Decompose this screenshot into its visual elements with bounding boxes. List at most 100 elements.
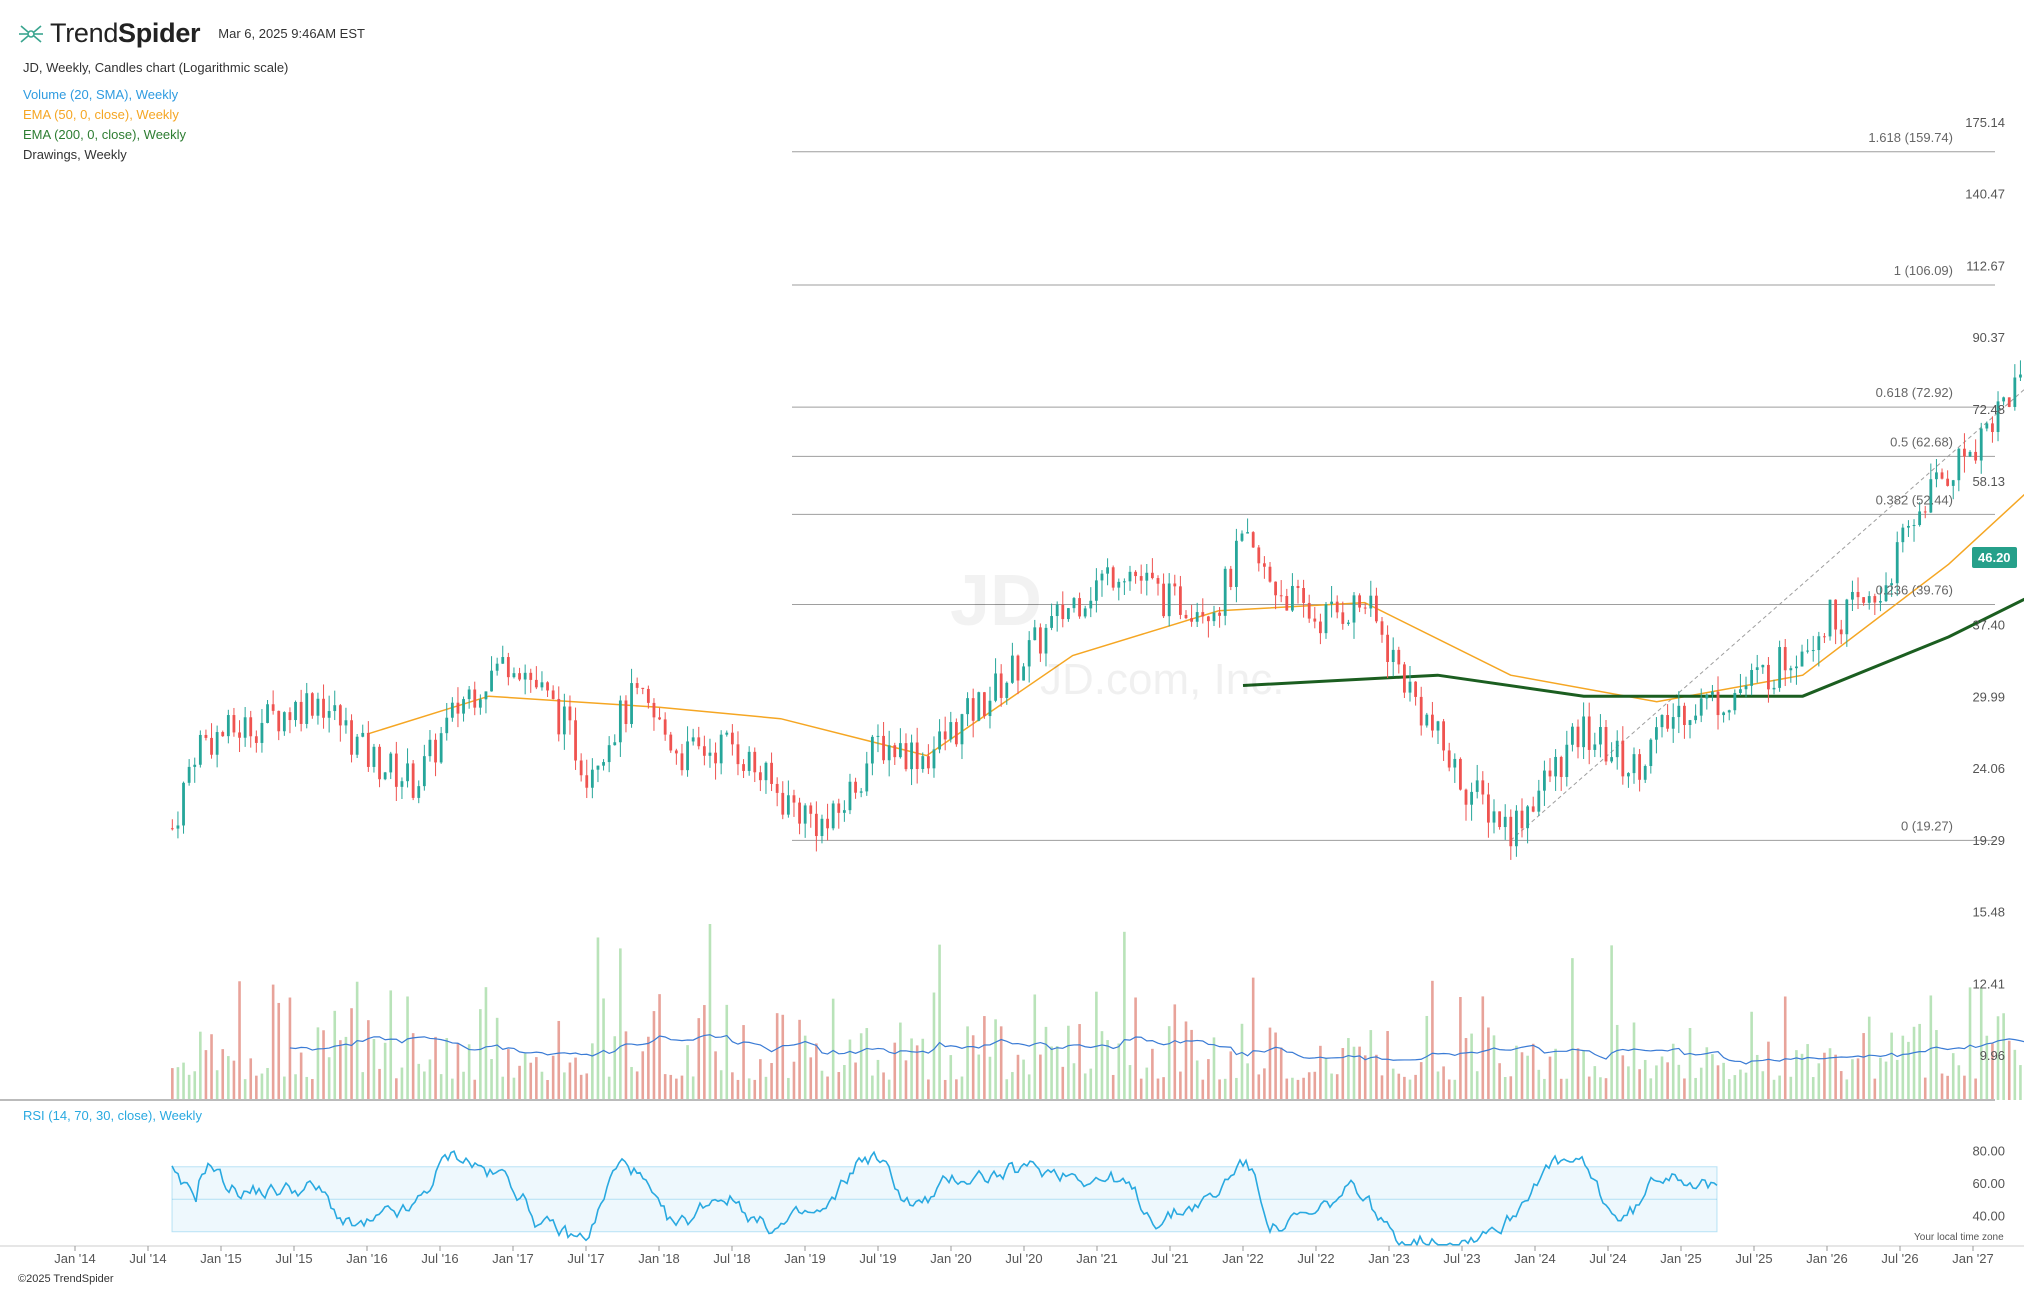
time-tick-label: Jul '20 — [1005, 1251, 1042, 1266]
fib-label-5: 0.236 (39.76) — [1876, 583, 1953, 598]
volume-bar — [1621, 1055, 1625, 1100]
candle-body — [781, 792, 785, 815]
indicator-drawings-label[interactable]: Drawings, Weekly — [23, 147, 127, 162]
volume-bar — [1778, 1075, 1781, 1100]
volume-bar — [372, 1038, 376, 1100]
volume-bar — [1828, 1048, 1832, 1100]
candle-body — [730, 732, 734, 745]
candle-body — [1268, 566, 1272, 582]
volume-bar — [1918, 1023, 1921, 1100]
volume-bar — [994, 1019, 997, 1100]
candle-body — [1246, 532, 1249, 534]
candle-body — [1940, 472, 1944, 479]
candle-body — [1341, 612, 1345, 624]
indicator-rsi-label[interactable]: RSI (14, 70, 30, close), Weekly — [23, 1108, 202, 1123]
volume-bar — [641, 1051, 645, 1100]
fibonacci-labels: 1.618 (159.74) 1 (106.09) 0.618 (72.92) 0.5… — [1868, 130, 1953, 834]
price-axis[interactable]: 175.14140.47112.6790.3772.4858.1346.6237… — [1965, 115, 2005, 1063]
volume-bar — [417, 1063, 421, 1100]
volume-bar — [204, 1050, 208, 1100]
volume-bar — [568, 1062, 572, 1100]
candle-body — [1750, 669, 1754, 686]
candle-body — [882, 735, 885, 761]
candle-body — [1806, 650, 1810, 652]
volume-bar — [1330, 1073, 1333, 1100]
time-tick-label: Jan '16 — [346, 1251, 388, 1266]
time-tick-label: Jul '22 — [1297, 1251, 1334, 1266]
indicator-volume-label[interactable]: Volume (20, SMA), Weekly — [23, 87, 179, 102]
candle-body — [1621, 740, 1625, 777]
candle-body — [1050, 616, 1053, 628]
indicator-ema50-label[interactable]: EMA (50, 0, close), Weekly — [23, 107, 179, 122]
volume-bar — [1576, 1048, 1580, 1100]
candle-body — [193, 764, 197, 767]
volume-bar — [1324, 1058, 1328, 1100]
volume-bar — [977, 1054, 981, 1100]
volume-bar — [490, 1059, 493, 1100]
volume-bar — [1582, 1049, 1585, 1100]
volume-bar — [602, 998, 605, 1100]
candle-body — [1184, 614, 1188, 619]
candle-body — [2019, 374, 2022, 378]
volume-bar — [1610, 945, 1613, 1100]
rsi-tick-label: 40.00 — [1972, 1209, 2005, 1224]
volume-bar — [899, 1022, 902, 1100]
time-axis[interactable]: Jan '14 Jul '14 Jan '15 Jul '15 Jan '16 Jul '… — [0, 1245, 2024, 1266]
candle-body — [1643, 766, 1647, 780]
candle-body — [1543, 770, 1546, 791]
volume-bar — [462, 1071, 465, 1100]
volume-bar — [1671, 1043, 1675, 1100]
candle-body — [1817, 636, 1821, 651]
timezone-note[interactable]: Your local time zone — [1914, 1232, 2004, 1243]
volume-bar — [327, 1057, 331, 1100]
candle-body — [680, 753, 684, 771]
candle-body — [1145, 572, 1149, 581]
candle-body — [1660, 715, 1664, 728]
volume-bar — [725, 1004, 729, 1100]
volume-bar — [1285, 1078, 1289, 1100]
fib-label-0: 1.618 (159.74) — [1868, 130, 1953, 145]
volume-bar — [988, 1056, 992, 1100]
trendspider-logo[interactable]: TrendSpider Mar 6, 2025 9:46AM EST — [18, 18, 365, 49]
volume-bar — [1923, 1077, 1927, 1100]
volume-bar — [708, 924, 712, 1100]
candle-body — [702, 746, 706, 756]
volume-bar — [1173, 1004, 1177, 1100]
volume-bar — [1156, 1078, 1160, 1100]
candle-body — [725, 732, 729, 735]
volume-bar — [1235, 1077, 1238, 1100]
time-tick-label: Jan '24 — [1514, 1251, 1556, 1266]
candle-body — [1072, 598, 1076, 609]
candle-body — [596, 765, 600, 770]
candle-body — [1845, 599, 1849, 635]
candle-body — [198, 734, 202, 765]
volume-bar — [451, 1078, 454, 1100]
candle-body — [691, 737, 695, 742]
volume-bar — [277, 1002, 281, 1100]
volume-bar — [1789, 1076, 1793, 1100]
volume-bar — [529, 1062, 533, 1100]
volume-bar — [1884, 1061, 1888, 1100]
candle-body — [618, 700, 622, 743]
indicator-ema200-label[interactable]: EMA (200, 0, close), Weekly — [23, 127, 187, 142]
candle-body — [915, 742, 919, 770]
volume-bar — [2007, 1040, 2011, 1100]
candle-body — [1985, 423, 1989, 429]
symbol-description[interactable]: JD, Weekly, Candles chart (Logarithmic s… — [23, 60, 289, 75]
volume-bar — [344, 1036, 348, 1100]
volume-bar — [686, 1045, 689, 1100]
volume-bar — [1347, 1038, 1350, 1100]
volume-bar — [647, 1036, 650, 1100]
candle-body — [215, 732, 219, 755]
volume-bar — [971, 1035, 975, 1100]
candle-body — [1212, 612, 1216, 622]
candle-body — [305, 693, 309, 724]
candle-body — [898, 743, 902, 758]
volume-bar — [1128, 1065, 1132, 1100]
candle-body — [260, 722, 264, 743]
price-tick-label: 175.14 — [1965, 115, 2005, 130]
candle-body — [1739, 689, 1742, 693]
volume-bar — [182, 1062, 185, 1100]
volume-bar — [243, 1079, 247, 1100]
candle-body — [1100, 573, 1104, 581]
